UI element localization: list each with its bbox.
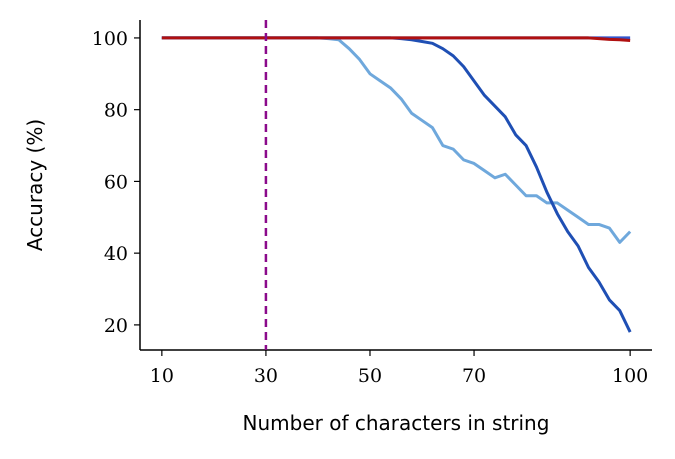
y-tick-label: 60 <box>104 171 128 193</box>
y-tick-label: 40 <box>104 243 128 265</box>
x-tick-label: 70 <box>462 365 486 387</box>
series-line <box>161 36 632 333</box>
y-axis-label: Accuracy (%) <box>23 119 47 251</box>
x-tick-label: 10 <box>150 365 174 387</box>
series-line <box>161 36 631 42</box>
series-line <box>161 36 632 244</box>
x-axis-label: Number of characters in string <box>243 411 550 435</box>
x-tick-label: 50 <box>358 365 382 387</box>
y-tick-label: 20 <box>104 315 128 337</box>
y-tick-label: 80 <box>104 100 128 122</box>
y-tick-label: 100 <box>92 28 128 50</box>
x-tick-label: 30 <box>254 365 278 387</box>
x-tick-label: 100 <box>612 365 648 387</box>
